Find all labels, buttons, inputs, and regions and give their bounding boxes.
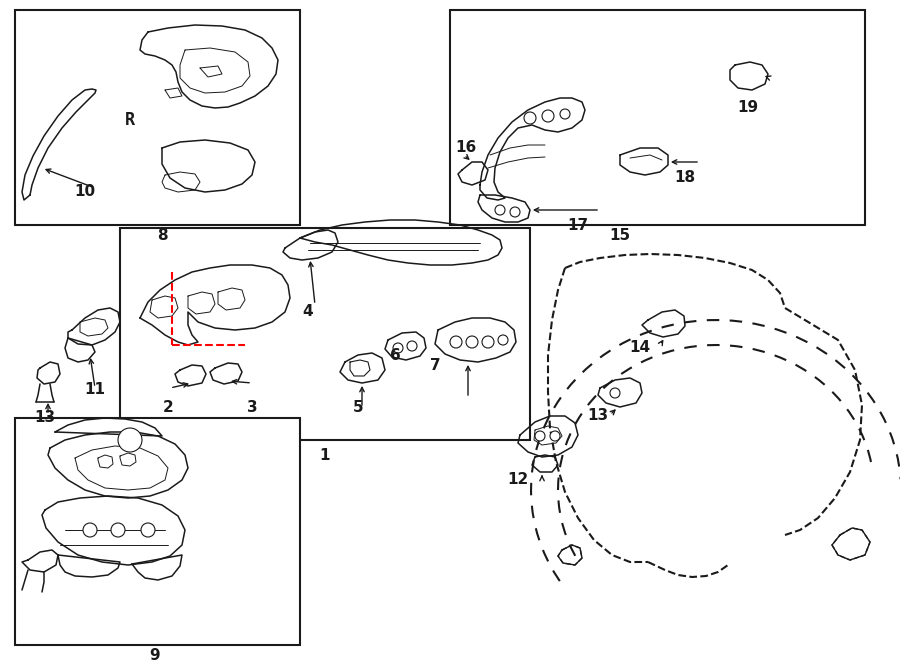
Text: 13: 13: [588, 408, 608, 422]
Circle shape: [141, 523, 155, 537]
Bar: [15, 10, 300, 225]
Circle shape: [407, 341, 417, 351]
Text: 1: 1: [320, 448, 330, 463]
Circle shape: [550, 431, 560, 441]
Bar: [120, 228, 530, 440]
Circle shape: [466, 336, 478, 348]
Circle shape: [498, 335, 508, 345]
Circle shape: [524, 112, 536, 124]
Text: 4: 4: [302, 305, 313, 320]
Circle shape: [560, 109, 570, 119]
Circle shape: [118, 428, 142, 452]
Text: 7: 7: [429, 357, 440, 373]
Text: 13: 13: [34, 410, 56, 426]
Circle shape: [111, 523, 125, 537]
Text: 12: 12: [508, 473, 528, 487]
Text: 2: 2: [163, 401, 174, 416]
Circle shape: [510, 207, 520, 217]
Text: 16: 16: [455, 140, 477, 156]
Text: 17: 17: [567, 218, 589, 232]
Bar: [450, 10, 865, 225]
Text: 3: 3: [247, 401, 257, 416]
Text: 6: 6: [390, 348, 400, 363]
Text: 11: 11: [85, 383, 105, 397]
Text: 10: 10: [75, 185, 95, 199]
Circle shape: [482, 336, 494, 348]
Circle shape: [535, 431, 545, 441]
Text: R: R: [125, 111, 135, 129]
Circle shape: [495, 205, 505, 215]
Circle shape: [610, 388, 620, 398]
Bar: [15, 418, 300, 645]
Text: 14: 14: [629, 340, 651, 355]
Text: 8: 8: [157, 228, 167, 242]
Circle shape: [450, 336, 462, 348]
Text: 15: 15: [609, 228, 631, 242]
Text: 9: 9: [149, 647, 160, 662]
Text: 19: 19: [737, 101, 759, 115]
Circle shape: [542, 110, 554, 122]
Circle shape: [393, 343, 403, 353]
Circle shape: [83, 523, 97, 537]
Text: 5: 5: [353, 401, 364, 416]
Text: 18: 18: [674, 171, 696, 185]
